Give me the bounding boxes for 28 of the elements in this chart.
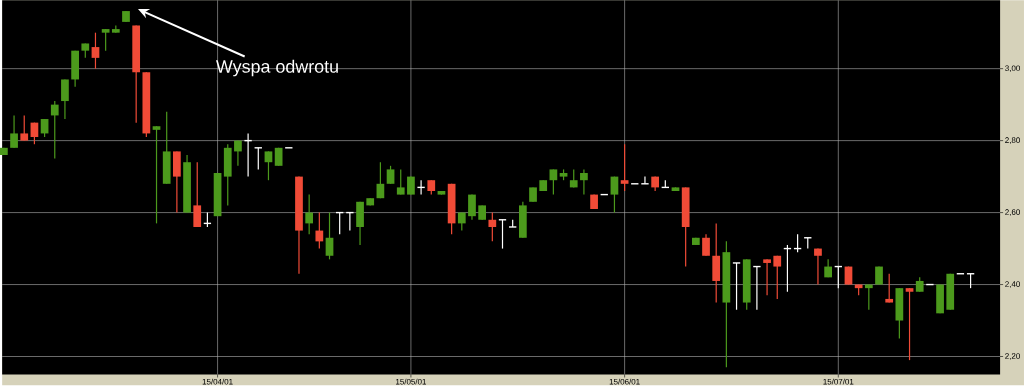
annotation: Wyspa odwrotu	[215, 59, 338, 77]
candlestick	[61, 79, 69, 120]
candlestick	[264, 151, 273, 182]
candlestick	[610, 176, 619, 214]
candlestick	[549, 169, 558, 196]
candlestick	[10, 115, 18, 149]
candlestick	[50, 100, 59, 160]
candlestick	[396, 169, 405, 196]
candlestick	[620, 143, 629, 192]
candlestick	[20, 115, 29, 142]
candlestick	[885, 273, 894, 304]
candlestick	[253, 147, 263, 171]
candlestick	[773, 255, 782, 300]
candlestick	[91, 32, 100, 70]
candlestick	[488, 212, 497, 243]
candlestick	[763, 259, 771, 297]
candlestick	[814, 248, 822, 286]
candlestick	[193, 161, 202, 228]
candlestick	[325, 212, 334, 261]
candlestick	[152, 125, 161, 225]
candlestick	[905, 287, 914, 361]
candlestick	[468, 194, 476, 221]
candlestick	[315, 212, 324, 250]
candlestick	[305, 194, 314, 236]
candlestick	[101, 28, 110, 52]
candlestick	[234, 140, 242, 167]
candlestick	[732, 262, 741, 311]
candlestick	[580, 169, 588, 196]
